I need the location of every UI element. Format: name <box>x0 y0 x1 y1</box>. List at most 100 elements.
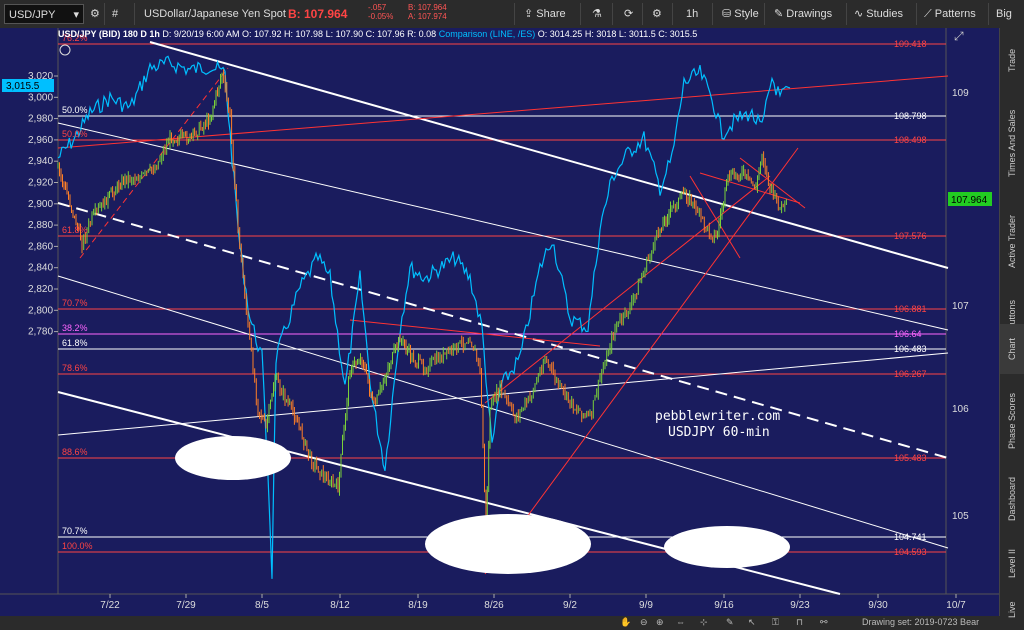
x-axis-tick: 8/12 <box>330 600 350 611</box>
fib-left-label: 50.0% <box>62 129 88 139</box>
x-axis-tick: 10/7 <box>946 600 966 611</box>
tab-phase-scores[interactable]: Phase Scores <box>1007 392 1017 450</box>
left-axis-tick: 2,920 <box>28 178 53 189</box>
price-chart[interactable]: 3,020 3,000 2,980 2,960 2,940 2,920 2,900 2,880… <box>0 28 1000 616</box>
left-axis-tick: 2,840 <box>28 263 53 274</box>
patterns-icon: ⟋ <box>924 8 932 20</box>
left-current-price: 3,015.5 <box>6 81 40 92</box>
time-axis: 7/22 7/29 8/5 8/12 8/19 8/26 9/2 9/9 9/16 9/23 9/3… <box>100 594 966 611</box>
pencil-tool-icon[interactable]: ✎ <box>726 617 734 627</box>
link-icon[interactable]: ⚯ <box>820 617 828 627</box>
symbol-input[interactable]: USD/JPY ▾ <box>4 4 84 24</box>
right-axis-tick: 109 <box>952 88 969 99</box>
comparison-label: Comparison (LINE, /ES) <box>438 29 536 39</box>
chevron-down-icon: ▾ <box>73 9 79 21</box>
zoom-out-icon[interactable]: ⊖ <box>640 617 648 627</box>
fib-right-label: 104.593 <box>894 547 927 557</box>
symbol-description: USDollar/Japanese Yen Spot <box>144 8 286 20</box>
left-axis-tick: 2,900 <box>28 199 53 210</box>
left-current-tag <box>2 79 54 92</box>
left-axis-tick: 2,820 <box>28 284 53 295</box>
header-range: R: 0.08 <box>407 29 437 39</box>
fib-left-label: 70.7% <box>62 298 88 308</box>
fib-left-label: 76.2% <box>62 33 88 43</box>
tab-dashboard[interactable]: Dashboard <box>1007 476 1017 522</box>
bid-ask-block: B: 107.964 A: 107.974 <box>408 3 447 21</box>
candles <box>57 69 787 531</box>
settings-icon[interactable]: ⚙ <box>90 8 100 20</box>
crosshair-icon[interactable]: ⊹ <box>700 617 708 627</box>
flask-icon[interactable]: ⚗ <box>592 8 602 20</box>
x-axis-tick: 7/29 <box>176 600 196 611</box>
hash-icon[interactable]: # <box>112 8 119 20</box>
fib-left-label: 88.6% <box>62 447 88 457</box>
info-icon[interactable] <box>59 44 71 56</box>
cmp-close: C: 3015.5 <box>658 29 698 39</box>
interval-button[interactable]: 1h <box>686 8 699 20</box>
left-axis-tick: 3,020 <box>28 71 53 82</box>
watermark-line1: pebblewriter.com <box>655 409 780 424</box>
chart-area[interactable]: 3,020 3,000 2,980 2,960 2,940 2,920 2,900 2,880… <box>0 28 1000 616</box>
x-axis-tick: 9/9 <box>639 600 653 611</box>
right-current-tag <box>948 192 992 206</box>
x-axis-tick: 8/19 <box>408 600 428 611</box>
chart-header: USD/JPY (BID) 180 D 1h D: 9/20/19 6:00 A… <box>58 29 697 39</box>
tab-live-news[interactable]: Live News <box>1007 601 1017 619</box>
hand-icon[interactable]: ✋ <box>620 617 632 627</box>
watermark-line2: USDJPY 60-min <box>668 425 770 440</box>
header-high: H: 107.98 <box>284 29 324 39</box>
tab-level-ii[interactable]: Level II <box>1007 548 1017 578</box>
studies-button[interactable]: ∿ Studies <box>854 8 903 20</box>
drawing-set-label[interactable]: Drawing set: 2019-0723 Bear <box>862 617 980 627</box>
fib-right-label: 106.267 <box>894 369 927 379</box>
tab-active-trader[interactable]: Active Trader <box>1007 214 1017 268</box>
pencil-icon: ✎ <box>774 8 784 20</box>
left-axis-tick: 2,940 <box>28 156 53 167</box>
fib-left-label: 38.2% <box>62 323 88 333</box>
header-low: L: 107.90 <box>325 29 364 39</box>
bottom-bar: ✋ ⊖ ⊕ ⇔ ⊹ ✎ ↖ ⚿ ⊓ ⚯ Drawing set: 2019-07… <box>0 616 1000 630</box>
expand-icon[interactable]: ⤢ <box>953 29 964 43</box>
zoom-in-icon[interactable]: ⊕ <box>656 617 664 627</box>
drawings-button[interactable]: ✎ Drawings <box>774 8 833 20</box>
x-axis-tick: 9/30 <box>868 600 888 611</box>
right-axis-tick: 105 <box>952 511 969 522</box>
comparison-line <box>57 55 791 579</box>
red-trendlines <box>57 67 949 575</box>
right-tab-strip: Trade Times And Sales Active Trader Big … <box>999 28 1024 630</box>
big-button[interactable]: Big <box>996 8 1012 20</box>
studies-icon: ∿ <box>854 8 864 20</box>
left-axis-tick: 2,780 <box>28 327 53 338</box>
arrows-icon[interactable]: ⇔ <box>676 617 685 627</box>
fib-right-label: 105.483 <box>894 453 927 463</box>
fib-right-label: 106.881 <box>894 304 927 314</box>
magnet-icon[interactable]: ⊓ <box>796 617 804 627</box>
fib-labels: 76.2% 109.418 50.0% 108.798 50.0% 108.498 61.8… <box>62 33 927 557</box>
gear-icon[interactable]: ⚙ <box>652 8 662 20</box>
x-axis-tick: 8/5 <box>255 600 269 611</box>
left-axis-tick: 2,880 <box>28 220 53 231</box>
highlight-ellipses <box>175 436 790 574</box>
share-button[interactable]: ⇪ Share <box>524 8 566 20</box>
right-axis-tick: 106 <box>952 404 969 415</box>
tab-chart[interactable]: Chart <box>1000 324 1024 374</box>
fib-right-label: 106.64 <box>894 329 922 339</box>
toolbar: USD/JPY ▾ ⚙ # USDollar/Japanese Yen Spot … <box>0 0 1024 29</box>
fib-right-label: 108.798 <box>894 111 927 121</box>
left-axis-tick: 2,960 <box>28 135 53 146</box>
right-current-price: 107.964 <box>951 195 988 206</box>
tab-times-and-sales[interactable]: Times And Sales <box>1007 109 1017 177</box>
cursor-icon[interactable]: ↖ <box>748 617 756 627</box>
style-icon: ⛁ <box>722 8 732 20</box>
patterns-button[interactable]: ⟋ Patterns <box>924 8 976 20</box>
x-axis-tick: 9/2 <box>563 600 577 611</box>
refresh-icon[interactable]: ⟳ <box>624 8 634 20</box>
left-price-axis: 3,020 3,000 2,980 2,960 2,940 2,920 2,900 2,880… <box>28 71 58 338</box>
fib-right-label: 107.576 <box>894 231 927 241</box>
tab-trade[interactable]: Trade <box>1007 48 1017 72</box>
fib-left-label: 61.8% <box>62 338 88 348</box>
fib-right-label: 108.498 <box>894 135 927 145</box>
lock-icon[interactable]: ⚿ <box>772 617 779 627</box>
left-axis-tick: 3,000 <box>28 92 53 103</box>
style-button[interactable]: ⛁ Style <box>722 8 759 20</box>
